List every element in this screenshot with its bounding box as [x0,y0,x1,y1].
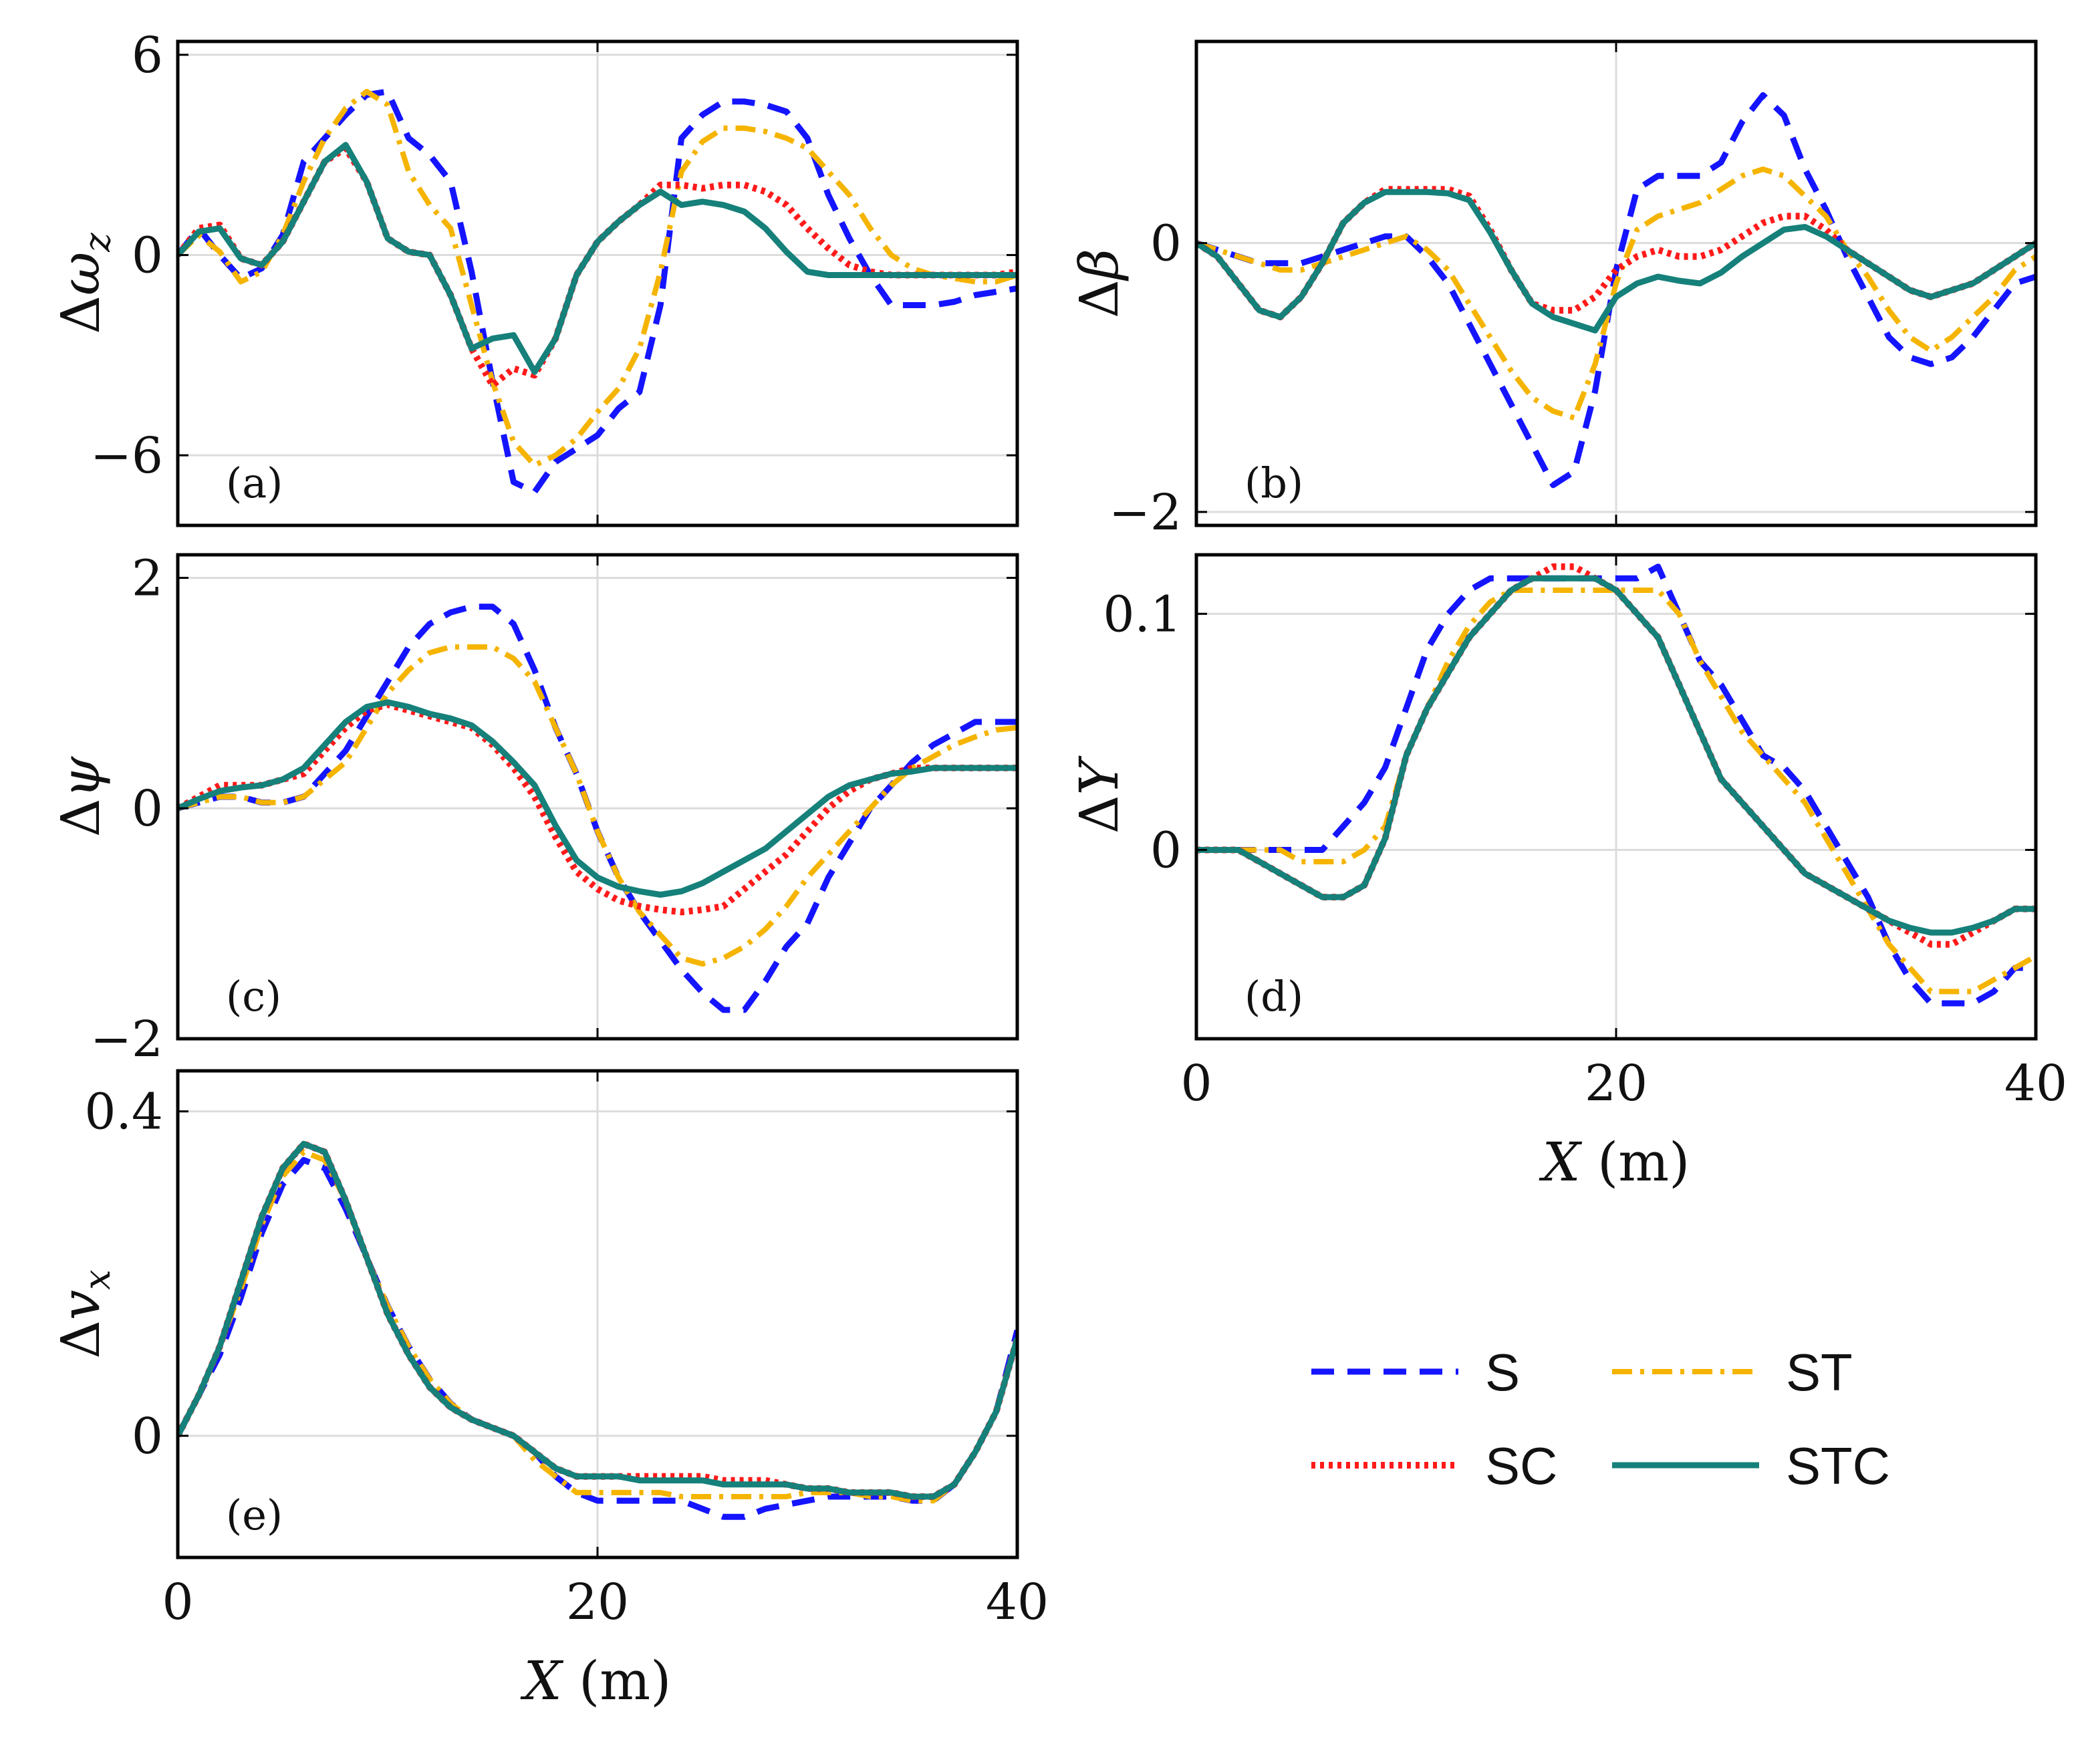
x-tick-label: 0 [1180,1055,1212,1112]
panel-label: (b) [1244,459,1303,507]
legend-label: S [1485,1343,1520,1402]
y-axis-label: ΔY [1068,755,1130,834]
panels: −6 0 6 Δωz (a) −2 0 Δβ (b) −2 0 2 Δψ (c) 0 0.1 0 20 40 X (m… [49,27,2067,1712]
series-line-s [1196,563,2036,1007]
x-tick-label: 0 [162,1574,193,1631]
legend-entry-stc: STC [1612,1436,1890,1495]
legend-entry-sc: SC [1311,1436,1557,1495]
series-line-stc [178,1140,1017,1500]
y-tick-label: 0 [1150,215,1182,273]
series-line-st [1196,588,2036,995]
y-tick-label: 0 [1150,822,1182,879]
y-axis-label: Δvx [49,1269,118,1358]
panel-a: −6 0 6 Δωz (a) [49,27,1019,527]
series-line-stc [1196,188,2036,334]
y-tick-label: 0 [132,227,163,285]
x-axis-label: X (m) [1539,1131,1690,1193]
series-line-st [1196,166,2036,421]
series-line-st [178,1149,1017,1504]
series-group [178,1140,1017,1520]
panel-b: −2 0 Δβ (b) [1068,39,2038,541]
panel-label: (c) [226,972,281,1021]
panel-c: −2 0 2 Δψ (c) [49,549,1019,1068]
panel-label: (a) [226,459,283,507]
y-tick-label: −2 [90,1011,163,1068]
panel-label: (d) [1244,972,1303,1021]
series-line-st [178,88,1017,469]
series-line-s [1196,92,2036,489]
legend-entry-s: S [1311,1343,1520,1402]
y-tick-label: 0 [132,1408,163,1465]
legend-label: ST [1786,1343,1853,1402]
legend-label: SC [1485,1436,1557,1495]
panel-d: 0 0.1 0 20 40 X (m) ΔY (d) [1068,553,2067,1193]
legend-label: STC [1786,1436,1890,1495]
series-line-st [178,644,1017,967]
series-group [178,88,1017,495]
series-group [178,604,1017,1013]
x-axis-label: X (m) [520,1650,672,1712]
x-tick-label: 40 [986,1574,1049,1631]
legend: S ST SC STC [1311,1343,1890,1495]
panel-e: 0 0.4 0 20 40 X (m) Δvx (e) [49,1069,1049,1712]
series-line-stc [178,142,1017,375]
x-tick-label: 20 [1585,1055,1648,1112]
y-tick-label: 6 [132,27,163,84]
x-tick-label: 20 [566,1574,629,1631]
y-tick-label: 2 [132,549,163,607]
series-line-s [178,1157,1017,1520]
series-line-s [178,88,1017,495]
series-line-stc [178,699,1017,898]
panel-label: (e) [226,1491,283,1539]
x-tick-label: 40 [2004,1055,2067,1112]
y-tick-label: −6 [90,427,163,485]
series-group [1196,563,2036,1007]
series-group [1196,92,2036,489]
y-tick-label: −2 [1109,484,1182,541]
y-axis-label: Δωz [49,233,118,334]
y-tick-label: 0 [132,780,163,838]
y-tick-label: 0.1 [1103,586,1182,643]
y-axis-label: Δψ [49,755,112,837]
y-tick-label: 0.4 [84,1084,163,1141]
series-line-stc [1196,575,2036,936]
legend-entry-st: ST [1612,1343,1853,1402]
y-axis-label: Δβ [1068,249,1130,318]
